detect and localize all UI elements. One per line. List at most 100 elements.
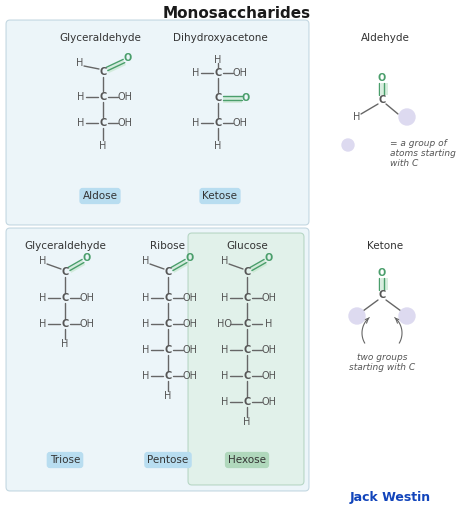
- Polygon shape: [381, 278, 388, 290]
- Text: R: R: [353, 311, 361, 321]
- Text: OH: OH: [118, 118, 133, 128]
- Text: C: C: [164, 371, 172, 381]
- Text: Glyceraldehyde: Glyceraldehyde: [59, 33, 141, 43]
- Text: H: H: [192, 118, 200, 128]
- Text: C: C: [100, 92, 107, 102]
- Text: starting with C: starting with C: [349, 364, 415, 373]
- Text: Glyceraldehyde: Glyceraldehyde: [24, 241, 106, 251]
- Text: O: O: [83, 253, 91, 263]
- Text: H: H: [142, 371, 150, 381]
- Text: H: H: [142, 319, 150, 329]
- Circle shape: [399, 109, 415, 125]
- Text: C: C: [164, 345, 172, 355]
- Text: C: C: [100, 67, 107, 77]
- Text: C: C: [243, 293, 251, 303]
- Text: H: H: [142, 256, 150, 266]
- Text: H: H: [61, 339, 69, 349]
- Text: H: H: [353, 112, 361, 122]
- Text: OH: OH: [233, 118, 247, 128]
- Text: OH: OH: [182, 293, 198, 303]
- Text: OH: OH: [182, 371, 198, 381]
- Text: H: H: [214, 141, 222, 151]
- Text: O: O: [242, 93, 250, 103]
- Polygon shape: [69, 260, 85, 273]
- Text: C: C: [214, 68, 222, 78]
- Text: OH: OH: [262, 293, 276, 303]
- Text: H: H: [39, 256, 46, 266]
- Text: C: C: [164, 267, 172, 277]
- Text: H: H: [77, 118, 85, 128]
- Text: OH: OH: [233, 68, 247, 78]
- Polygon shape: [107, 60, 126, 73]
- Text: Triose: Triose: [50, 455, 80, 465]
- Text: C: C: [378, 95, 386, 105]
- Text: H: H: [142, 293, 150, 303]
- Polygon shape: [223, 97, 242, 102]
- Circle shape: [349, 308, 365, 324]
- Text: OH: OH: [118, 92, 133, 102]
- Text: H: H: [221, 371, 228, 381]
- Text: C: C: [61, 267, 69, 277]
- Text: H: H: [76, 58, 84, 68]
- Text: Hexose: Hexose: [228, 455, 266, 465]
- Text: C: C: [243, 345, 251, 355]
- Text: C: C: [214, 93, 222, 103]
- Text: H: H: [243, 417, 251, 427]
- Text: C: C: [61, 319, 69, 329]
- Text: C: C: [164, 319, 172, 329]
- Text: C: C: [378, 290, 386, 300]
- Text: Ketose: Ketose: [202, 191, 237, 201]
- Text: OH: OH: [262, 345, 276, 355]
- Text: atoms starting: atoms starting: [390, 150, 456, 159]
- FancyBboxPatch shape: [188, 233, 304, 485]
- Text: H: H: [265, 319, 273, 329]
- Text: C: C: [243, 371, 251, 381]
- FancyBboxPatch shape: [6, 20, 309, 225]
- Text: Aldose: Aldose: [82, 191, 118, 201]
- Text: C: C: [100, 118, 107, 128]
- Text: C: C: [243, 267, 251, 277]
- Text: Glucose: Glucose: [226, 241, 268, 251]
- Polygon shape: [172, 260, 188, 273]
- Text: H: H: [39, 319, 46, 329]
- Text: C: C: [214, 118, 222, 128]
- Text: C: C: [61, 293, 69, 303]
- Text: H: H: [214, 55, 222, 65]
- Circle shape: [399, 308, 415, 324]
- Text: C: C: [243, 397, 251, 407]
- Text: H: H: [221, 256, 228, 266]
- Circle shape: [342, 139, 354, 151]
- Text: O: O: [378, 73, 386, 83]
- Text: H: H: [192, 68, 200, 78]
- Polygon shape: [251, 260, 267, 273]
- Text: C: C: [243, 319, 251, 329]
- Text: H: H: [221, 293, 228, 303]
- Text: OH: OH: [262, 371, 276, 381]
- Text: O: O: [265, 253, 273, 263]
- Polygon shape: [381, 83, 388, 95]
- Text: Monosaccharides: Monosaccharides: [163, 7, 311, 22]
- Text: Ketone: Ketone: [367, 241, 403, 251]
- Text: with C: with C: [390, 160, 418, 168]
- Text: H: H: [164, 391, 172, 401]
- FancyBboxPatch shape: [6, 228, 309, 491]
- Text: OH: OH: [182, 319, 198, 329]
- Text: H: H: [77, 92, 85, 102]
- Text: H: H: [221, 345, 228, 355]
- Text: Ribose: Ribose: [151, 241, 185, 251]
- Text: R: R: [345, 140, 351, 150]
- Text: OH: OH: [80, 319, 94, 329]
- Text: Dihydroxyacetone: Dihydroxyacetone: [173, 33, 267, 43]
- Text: OH: OH: [262, 397, 276, 407]
- Text: OH: OH: [182, 345, 198, 355]
- Text: H: H: [142, 345, 150, 355]
- Text: O: O: [186, 253, 194, 263]
- Text: Jack Westin: Jack Westin: [349, 490, 430, 503]
- Text: H: H: [221, 397, 228, 407]
- Text: OH: OH: [80, 293, 94, 303]
- Text: HO: HO: [218, 319, 233, 329]
- Text: = a group of: = a group of: [390, 139, 447, 148]
- Text: Aldehyde: Aldehyde: [361, 33, 410, 43]
- Text: R: R: [403, 112, 411, 122]
- Text: O: O: [378, 268, 386, 278]
